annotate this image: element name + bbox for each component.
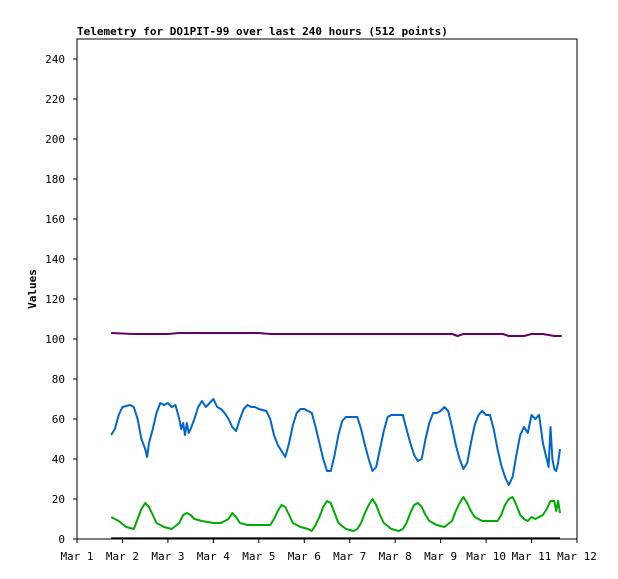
y-tick-label: 80 [52, 373, 65, 386]
x-tick-label: Mar 11 [512, 550, 552, 563]
y-tick-label: 100 [45, 333, 65, 346]
x-tick-label: Mar 10 [466, 550, 506, 563]
x-tick-label: Mar 8 [379, 550, 412, 563]
x-tick-label: Mar 12 [557, 550, 597, 563]
x-tick-label: Mar 1 [60, 550, 93, 563]
series-line-1 [111, 332, 562, 337]
y-axis: 0 20 40 60 80 100 120 140 160 180 200 220 240 [45, 53, 77, 546]
x-tick-label: Mar 7 [333, 550, 366, 563]
x-tick-label: Mar 6 [288, 550, 321, 563]
x-tick-label: Mar 3 [151, 550, 184, 563]
y-tick-label: 160 [45, 213, 65, 226]
y-tick-label: 120 [45, 293, 65, 306]
y-tick-label: 220 [45, 93, 65, 106]
series-line-2 [110, 398, 561, 486]
y-axis-title: Values [26, 269, 39, 309]
chart-title: Telemetry for DO1PIT-99 over last 240 ho… [77, 25, 448, 38]
y-tick-label: 180 [45, 173, 65, 186]
y-tick-label: 240 [45, 53, 65, 66]
plot-area-frame [76, 38, 578, 540]
series-line-3 [110, 496, 561, 532]
series-group [110, 332, 562, 540]
x-tick-label: Mar 9 [424, 550, 457, 563]
y-tick-label: 200 [45, 133, 65, 146]
y-tick-label: 0 [58, 533, 65, 546]
x-tick-label: Mar 4 [197, 550, 230, 563]
x-tick-label: Mar 5 [242, 550, 275, 563]
x-tick-label: Mar 2 [106, 550, 139, 563]
y-tick-label: 40 [52, 453, 65, 466]
y-tick-label: 20 [52, 493, 65, 506]
y-tick-label: 140 [45, 253, 65, 266]
y-tick-label: 60 [52, 413, 65, 426]
x-axis: Mar 1 Mar 2 Mar 3 Mar 4 Mar 5 Mar 6 Mar 7 Mar 8… [60, 539, 597, 563]
